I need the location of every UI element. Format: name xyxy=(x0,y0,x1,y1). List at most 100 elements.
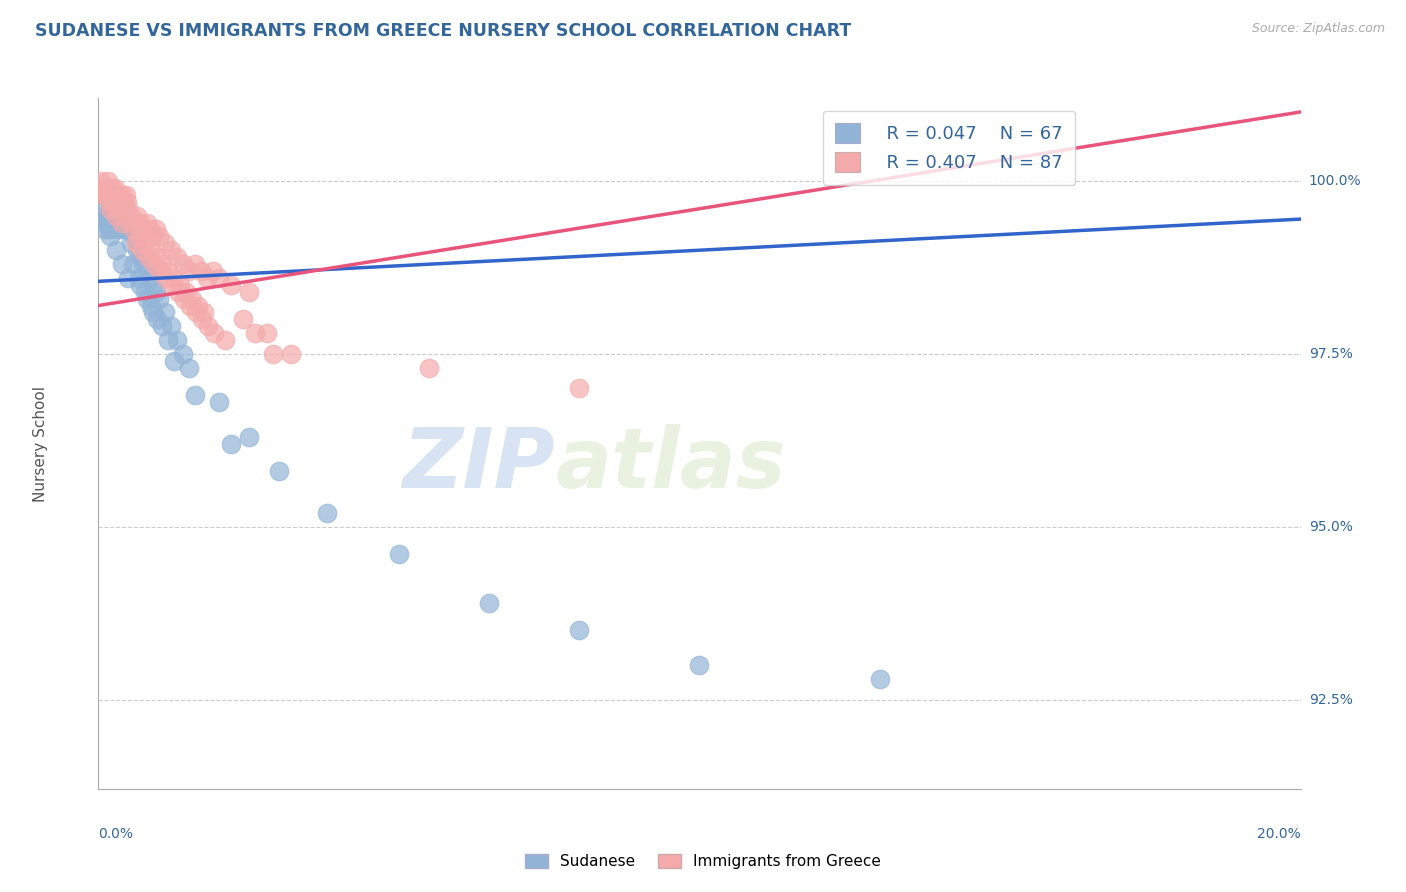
Point xyxy=(132,257,155,271)
Point xyxy=(114,202,136,216)
Point xyxy=(108,194,131,209)
Point xyxy=(108,222,131,236)
Point xyxy=(108,202,131,216)
Point xyxy=(187,299,209,313)
Point xyxy=(280,347,302,361)
Point xyxy=(478,596,501,610)
Point xyxy=(177,360,200,375)
Point xyxy=(568,624,591,638)
Point xyxy=(117,271,139,285)
Point xyxy=(97,174,120,188)
Point xyxy=(103,194,125,209)
Point xyxy=(214,333,236,347)
Point xyxy=(135,264,157,278)
Point xyxy=(117,222,139,236)
Point xyxy=(202,326,225,341)
Point xyxy=(107,202,129,216)
Point xyxy=(100,229,122,244)
Point xyxy=(134,285,156,299)
Point xyxy=(98,188,121,202)
Point xyxy=(232,312,254,326)
Point xyxy=(124,216,146,230)
Point xyxy=(141,244,163,258)
Point xyxy=(183,388,205,402)
Text: 95.0%: 95.0% xyxy=(1309,520,1353,533)
Point xyxy=(190,264,212,278)
Point xyxy=(105,244,128,258)
Text: Nursery School: Nursery School xyxy=(34,385,48,502)
Point xyxy=(138,271,160,285)
Point xyxy=(105,188,128,202)
Point xyxy=(219,277,242,292)
Point xyxy=(129,216,152,230)
Point xyxy=(197,319,219,334)
Text: 100.0%: 100.0% xyxy=(1309,174,1361,188)
Point xyxy=(114,209,136,223)
Point xyxy=(172,257,194,271)
Point xyxy=(267,465,290,479)
Point xyxy=(166,250,188,264)
Point xyxy=(159,319,181,334)
Point xyxy=(166,333,188,347)
Point xyxy=(166,285,188,299)
Point xyxy=(148,292,170,306)
Point xyxy=(138,222,160,236)
Point xyxy=(127,209,149,223)
Point xyxy=(148,229,170,244)
Point xyxy=(112,222,135,236)
Point xyxy=(208,271,231,285)
Point xyxy=(129,277,152,292)
Point xyxy=(103,222,125,236)
Point xyxy=(183,257,205,271)
Point xyxy=(162,354,184,368)
Point xyxy=(195,271,218,285)
Point xyxy=(173,292,195,306)
Point xyxy=(94,202,117,216)
Text: ZIP: ZIP xyxy=(402,424,555,505)
Text: 97.5%: 97.5% xyxy=(1309,347,1353,361)
Point xyxy=(114,202,136,216)
Point xyxy=(134,236,156,251)
Point xyxy=(153,236,176,251)
Point xyxy=(107,209,129,223)
Point xyxy=(256,326,278,341)
Point xyxy=(100,202,122,216)
Point xyxy=(156,333,179,347)
Text: Source: ZipAtlas.com: Source: ZipAtlas.com xyxy=(1251,22,1385,36)
Legend: Sudanese, Immigrants from Greece: Sudanese, Immigrants from Greece xyxy=(519,848,887,875)
Point xyxy=(96,216,118,230)
Point xyxy=(115,216,138,230)
Legend:   R = 0.047    N = 67,   R = 0.407    N = 87: R = 0.047 N = 67, R = 0.407 N = 87 xyxy=(823,111,1076,185)
Point xyxy=(125,236,148,251)
Point xyxy=(160,277,183,292)
Point xyxy=(100,216,122,230)
Point xyxy=(108,202,131,216)
Text: 0.0%: 0.0% xyxy=(98,828,134,841)
Point xyxy=(219,437,242,451)
Point xyxy=(388,548,411,562)
Text: SUDANESE VS IMMIGRANTS FROM GREECE NURSERY SCHOOL CORRELATION CHART: SUDANESE VS IMMIGRANTS FROM GREECE NURSE… xyxy=(35,22,852,40)
Point xyxy=(142,257,165,271)
Point xyxy=(141,229,163,244)
Point xyxy=(103,194,125,209)
Point xyxy=(141,277,163,292)
Point xyxy=(262,347,284,361)
Point xyxy=(115,188,138,202)
Text: 92.5%: 92.5% xyxy=(1309,692,1353,706)
Point xyxy=(128,271,150,285)
Point xyxy=(90,174,112,188)
Point xyxy=(104,202,127,216)
Point xyxy=(101,188,124,202)
Point xyxy=(91,181,114,195)
Point xyxy=(110,216,132,230)
Point xyxy=(135,216,157,230)
Point xyxy=(153,305,176,319)
Text: atlas: atlas xyxy=(555,424,786,505)
Point xyxy=(132,222,155,236)
Point xyxy=(124,229,146,244)
Point xyxy=(122,222,145,236)
Point xyxy=(238,430,260,444)
Point xyxy=(96,216,118,230)
Point xyxy=(129,250,152,264)
Point xyxy=(104,181,127,195)
